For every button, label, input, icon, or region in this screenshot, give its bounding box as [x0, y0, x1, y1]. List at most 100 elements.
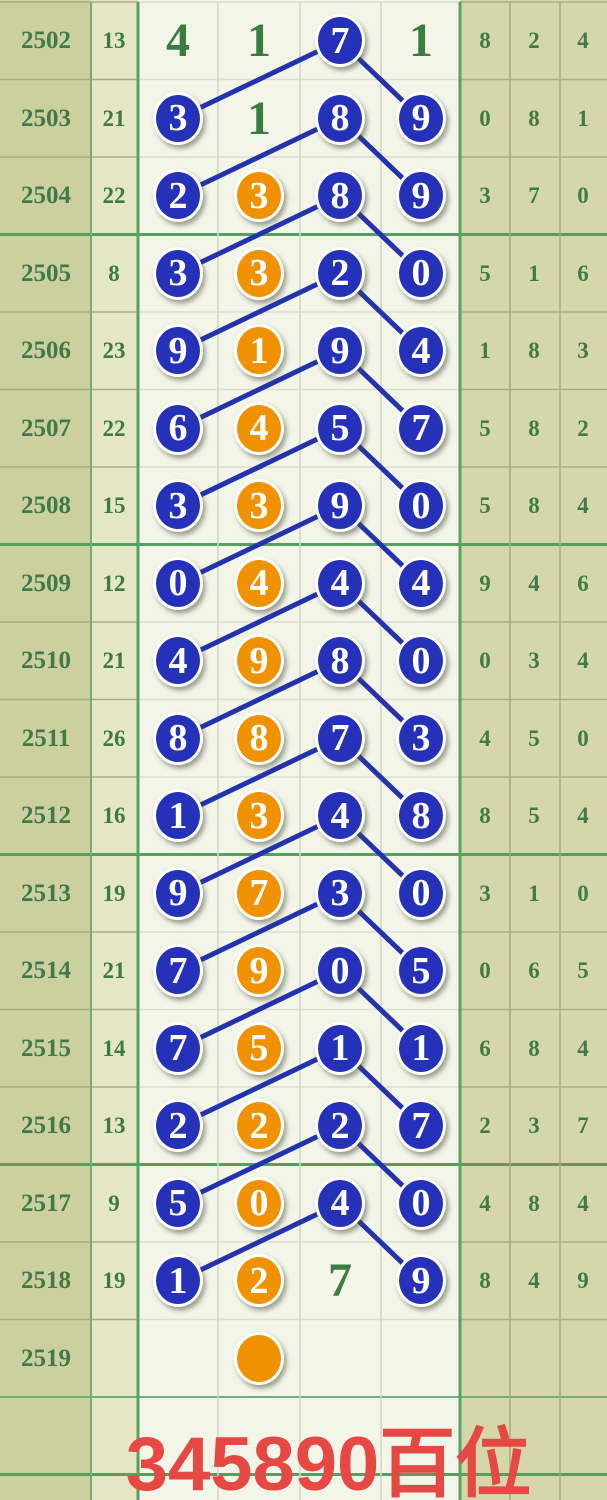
result-cell: 4: [577, 803, 589, 828]
result-cell: 8: [479, 28, 491, 53]
result-cell: 0: [479, 648, 491, 673]
period-cell: 2511: [21, 724, 71, 752]
result-cell: 4: [528, 1268, 540, 1293]
trend-circle-blue: 1: [315, 1021, 365, 1075]
result-cell: 1: [577, 105, 589, 131]
result-columns-bg: [460, 0, 607, 1500]
trend-circle-blue: 8: [315, 91, 365, 145]
trend-circle-blue: 5: [315, 401, 365, 455]
sum-cell: 19: [102, 880, 126, 906]
result-cell: 1: [479, 338, 491, 363]
trend-circle-blue: 3: [396, 711, 446, 765]
trend-circle-blue: 1: [153, 789, 203, 843]
trend-circle-blue: 2: [153, 169, 203, 223]
result-cell: 8: [479, 1268, 491, 1293]
result-cell: 4: [479, 725, 491, 751]
trend-circle-blue: 7: [153, 944, 203, 998]
trend-circle-blue: 7: [153, 1021, 203, 1075]
period-cell: 2502: [21, 27, 71, 54]
trend-circle-blue: 2: [153, 1099, 203, 1153]
period-cell: 2508: [21, 492, 71, 519]
trend-circle-blue: 7: [315, 711, 365, 765]
trend-connector-line: [175, 735, 343, 819]
period-cell: 2503: [21, 104, 71, 132]
trend-circle-blue: 0: [315, 944, 365, 998]
trend-circle-blue: 2: [315, 1099, 365, 1153]
trend-circle-blue: 0: [396, 866, 446, 920]
result-cell: 4: [528, 570, 540, 596]
period-cell: 2505: [21, 259, 71, 287]
trend-circle-orange: 2: [234, 1099, 284, 1153]
trend-circle-blue: 8: [315, 634, 365, 688]
sum-cell: 19: [102, 1268, 126, 1293]
sum-cell: 21: [102, 105, 126, 131]
result-cell: 8: [528, 1190, 540, 1216]
result-cell: 8: [528, 1035, 540, 1061]
trend-circle-orange: 2: [234, 1254, 284, 1308]
result-cell: 8: [479, 803, 491, 828]
trend-circle-orange: 9: [234, 634, 284, 688]
sum-cell: 21: [102, 958, 126, 983]
period-cell: 2516: [21, 1112, 71, 1139]
trend-connector-line: [175, 348, 343, 431]
trend-circle-blue: 9: [396, 1254, 446, 1308]
trend-circle-blue: 5: [153, 1176, 203, 1230]
result-cell: 6: [577, 570, 589, 596]
result-cell: 1: [528, 880, 540, 906]
trend-connector-line: [175, 115, 343, 199]
result-cell: 3: [577, 338, 589, 363]
result-cell: 4: [577, 1190, 589, 1216]
result-cell: 1: [528, 260, 540, 286]
trend-plain-digit: 1: [247, 91, 271, 145]
trend-plain-digit: 7: [328, 1254, 352, 1307]
trend-connector-line: [175, 658, 343, 741]
sum-cell: 22: [102, 183, 126, 208]
result-cell: 4: [577, 493, 589, 518]
trend-connector-line: [175, 1200, 343, 1284]
result-cell: 8: [528, 338, 540, 363]
trend-circle-blue: 4: [396, 556, 446, 610]
trend-circle-blue: 4: [153, 634, 203, 688]
result-cell: 8: [528, 105, 540, 131]
result-cell: 4: [577, 28, 589, 53]
result-cell: 7: [577, 1113, 589, 1138]
trend-circle-orange: 4: [234, 556, 284, 610]
trend-circle-blue: 9: [396, 91, 446, 145]
trend-circle-blue: 8: [315, 169, 365, 223]
sum-cell: 26: [102, 725, 126, 751]
sum-cell: 8: [108, 260, 120, 286]
trend-connector-line: [175, 1045, 343, 1129]
result-cell: 9: [479, 570, 491, 596]
trend-connector-line: [175, 968, 343, 1051]
trend-circle-orange: [234, 1331, 284, 1385]
trend-circle-blue: 8: [153, 711, 203, 765]
period-column-bg: [0, 0, 91, 1500]
trend-plain-digit: 1: [247, 14, 271, 67]
result-cell: 5: [479, 260, 491, 286]
trend-circle-blue: 2: [315, 246, 365, 300]
trend-circle-orange: 3: [234, 789, 284, 843]
sum-cell: 13: [102, 28, 126, 53]
trend-circle-blue: 5: [396, 944, 446, 998]
trend-plain-digit: 1: [409, 14, 433, 67]
sum-cell: 9: [108, 1190, 120, 1216]
sum-cell: 12: [102, 570, 126, 596]
result-cell: 7: [528, 183, 540, 208]
trend-circle-orange: 5: [234, 1021, 284, 1075]
result-cell: 0: [577, 725, 589, 751]
result-cell: 5: [528, 803, 540, 828]
result-cell: 3: [479, 183, 491, 208]
chart-title: 345890百位: [125, 1422, 532, 1500]
result-cell: 0: [577, 183, 589, 208]
sum-cell: 14: [102, 1035, 126, 1061]
trend-circle-orange: 7: [234, 866, 284, 920]
trend-circle-blue: 9: [153, 866, 203, 920]
result-cell: 0: [479, 105, 491, 131]
sum-cell: [91, 1320, 137, 1398]
result-cell: 6: [479, 1035, 491, 1061]
period-cell: 2515: [21, 1034, 71, 1062]
trend-circle-blue: 9: [153, 324, 203, 378]
trend-circle-blue: 4: [315, 789, 365, 843]
trend-circle-blue: 6: [153, 401, 203, 455]
